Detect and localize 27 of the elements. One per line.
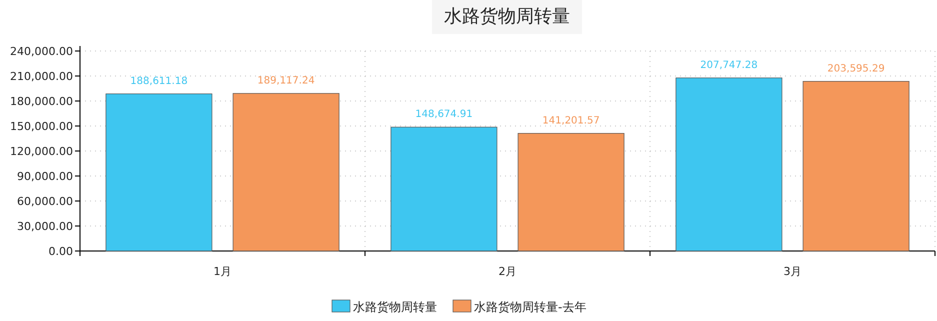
y-tick-label: 0.00 <box>48 245 73 258</box>
x-tick-label: 2月 <box>498 265 516 278</box>
y-tick-label: 180,000.00 <box>10 95 73 108</box>
legend-label: 水路货物周转量-去年 <box>474 300 586 314</box>
y-tick-label: 60,000.00 <box>17 195 73 208</box>
legend-label: 水路货物周转量 <box>353 300 437 314</box>
bar <box>518 133 624 252</box>
data-label: 148,674.91 <box>415 109 473 120</box>
y-tick-label: 240,000.00 <box>10 45 73 58</box>
data-label: 188,611.18 <box>130 76 188 87</box>
y-tick-label: 120,000.00 <box>10 145 73 158</box>
bar <box>390 126 498 252</box>
x-tick-label: 3月 <box>784 265 802 278</box>
data-label: 189,117.24 <box>257 75 315 86</box>
bar <box>676 78 782 252</box>
x-tick-label: 1月 <box>214 265 232 278</box>
data-label: 141,201.57 <box>542 115 600 126</box>
y-tick-label: 210,000.00 <box>10 70 73 83</box>
chart-title: 水路货物周转量 <box>444 6 570 27</box>
bar <box>232 93 340 252</box>
y-tick-label: 150,000.00 <box>10 120 73 133</box>
bar <box>802 81 910 252</box>
y-tick-label: 90,000.00 <box>17 170 73 183</box>
bar <box>106 94 212 252</box>
y-tick-label: 30,000.00 <box>17 220 73 233</box>
data-label: 203,595.29 <box>827 63 885 74</box>
data-label: 207,747.28 <box>700 60 758 71</box>
